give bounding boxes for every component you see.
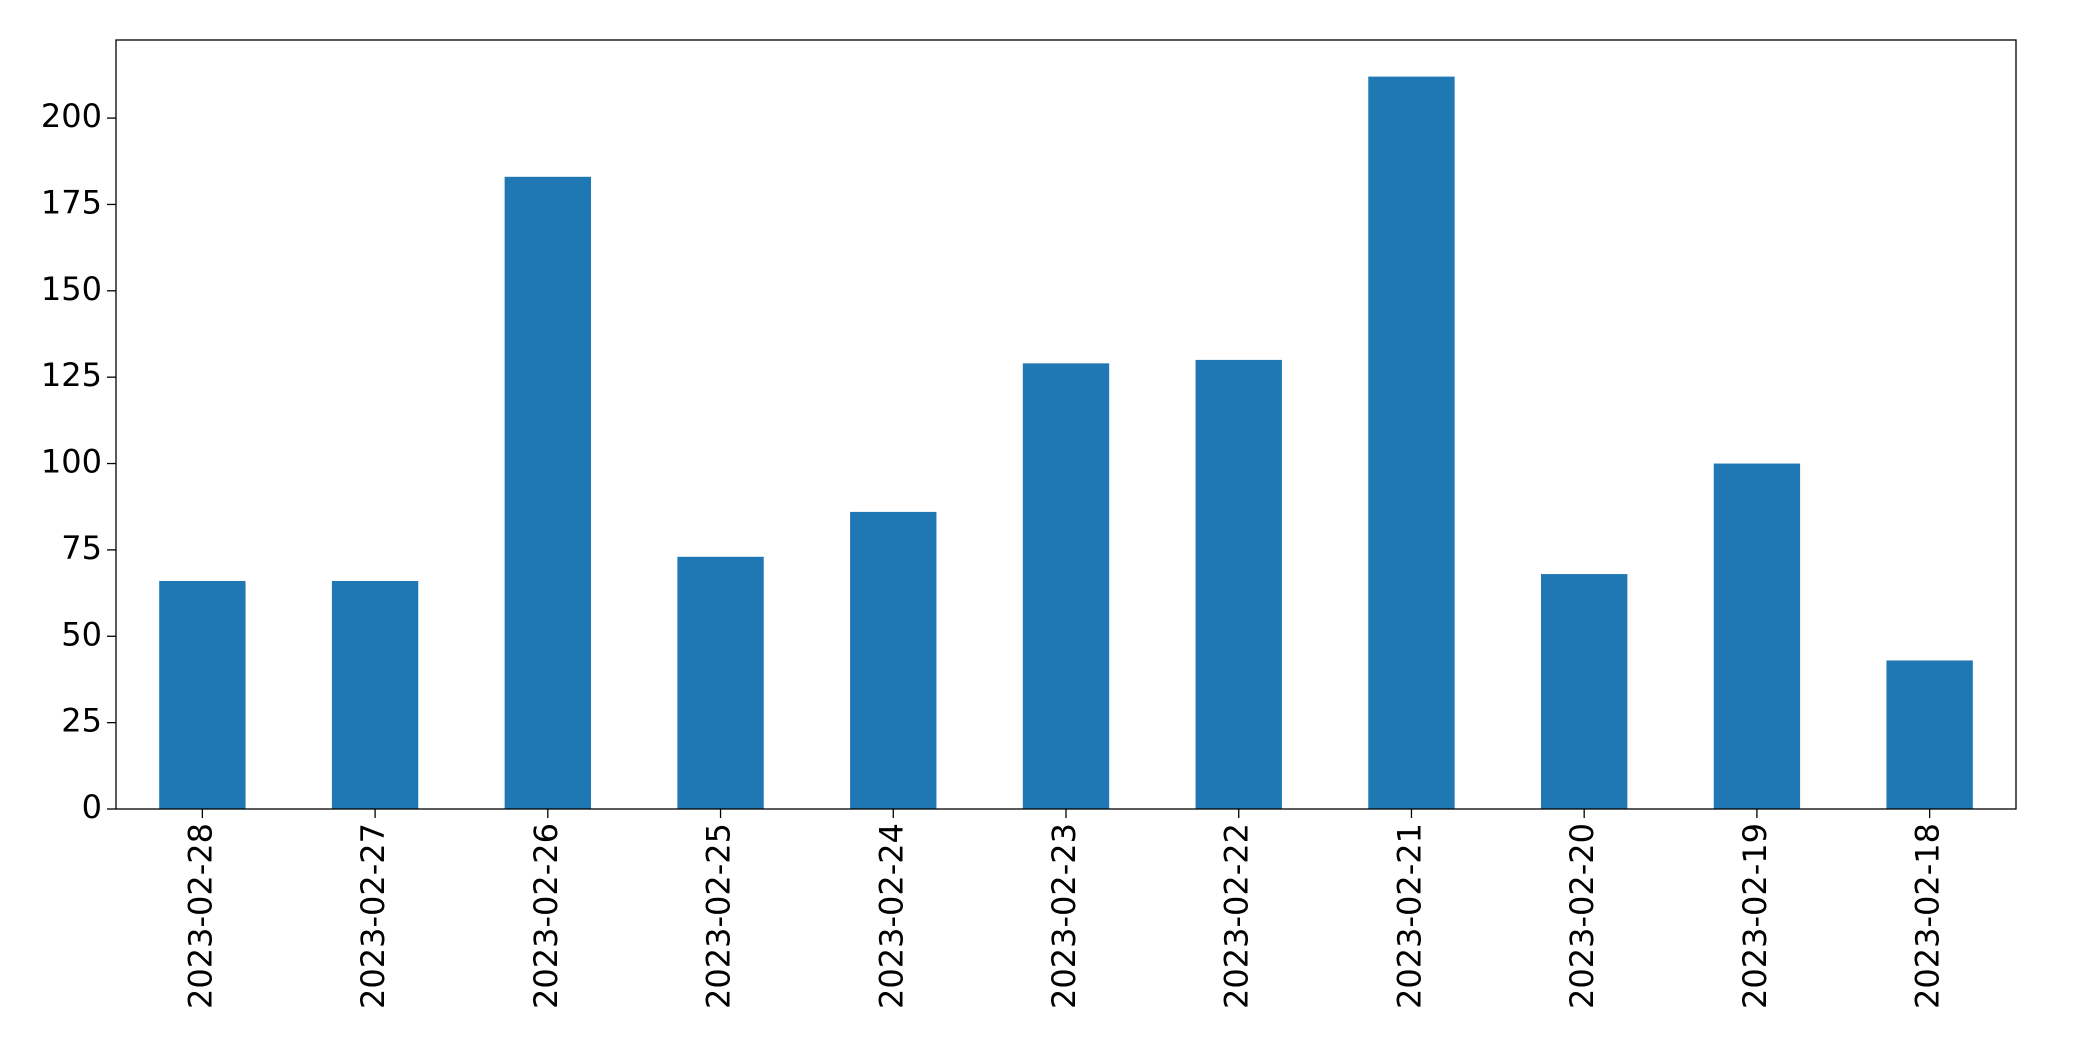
x-tick-label: 2023-02-21 <box>1390 823 1428 1009</box>
x-tick-label: 2023-02-27 <box>354 823 392 1009</box>
bar <box>1541 574 1628 809</box>
x-tick-label: 2023-02-26 <box>527 823 565 1009</box>
bar <box>1022 363 1110 809</box>
y-tick-label: 200 <box>41 97 102 135</box>
bar <box>850 511 937 809</box>
y-tick-label: 0 <box>82 788 102 826</box>
bar <box>1886 660 1973 809</box>
bar <box>1713 463 1801 809</box>
x-tick-label: 2023-02-20 <box>1563 823 1601 1009</box>
x-tick-label: 2023-02-24 <box>872 823 910 1009</box>
y-tick-label: 100 <box>41 443 102 481</box>
y-tick-label: 50 <box>61 615 102 653</box>
bar <box>677 556 764 809</box>
x-tick-label: 2023-02-28 <box>181 823 219 1009</box>
y-tick-label: 75 <box>61 529 102 567</box>
bar <box>1368 76 1455 810</box>
x-tick-label: 2023-02-22 <box>1218 823 1256 1009</box>
bar <box>504 176 591 810</box>
x-tick-label: 2023-02-19 <box>1736 823 1774 1009</box>
bar <box>1195 359 1282 809</box>
x-tick-label: 2023-02-23 <box>1045 823 1083 1009</box>
x-tick-label: 2023-02-18 <box>1909 823 1947 1009</box>
y-tick-label: 175 <box>41 183 102 221</box>
y-tick-label: 150 <box>41 270 102 308</box>
y-tick-label: 125 <box>41 356 102 394</box>
plot-frame <box>115 39 2017 810</box>
bar <box>331 580 419 809</box>
y-tick-label: 25 <box>61 702 102 740</box>
bar <box>159 580 246 809</box>
x-tick-label: 2023-02-25 <box>700 823 738 1009</box>
